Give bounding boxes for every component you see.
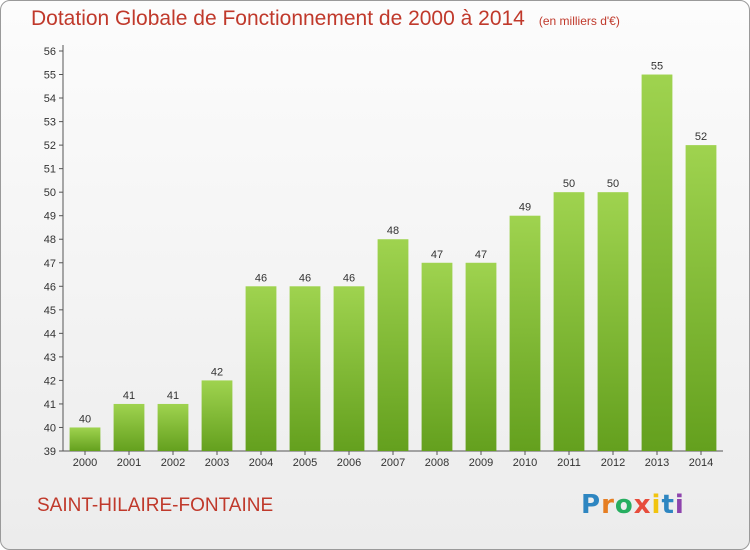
- bar: [201, 380, 233, 451]
- y-tick-label: 43: [44, 352, 56, 364]
- y-tick-label: 55: [44, 70, 56, 82]
- bar: [685, 145, 717, 451]
- x-tick-label: 2012: [601, 457, 625, 469]
- logo-letter: P: [581, 490, 602, 520]
- x-tick-label: 2005: [293, 457, 317, 469]
- logo-letter: i: [651, 490, 662, 520]
- data-label: 55: [651, 61, 663, 73]
- y-tick-label: 42: [44, 375, 56, 387]
- x-tick-label: 2014: [689, 457, 713, 469]
- bar: [465, 262, 497, 451]
- bar: [377, 239, 409, 451]
- x-tick-label: 2010: [513, 457, 537, 469]
- chart-title-text: Dotation Globale de Fonctionnement de 20…: [31, 7, 525, 30]
- x-tick-label: 2006: [337, 457, 361, 469]
- y-tick-label: 50: [44, 187, 56, 199]
- x-tick-label: 2009: [469, 457, 493, 469]
- data-label: 48: [387, 225, 399, 237]
- y-tick-label: 46: [44, 281, 56, 293]
- bar: [509, 215, 541, 451]
- bar: [289, 286, 321, 451]
- logo-letter: t: [661, 490, 675, 520]
- logo-letter: i: [674, 490, 685, 520]
- bars: [69, 74, 717, 452]
- x-tick-label: 2000: [73, 457, 97, 469]
- x-tick-label: 2002: [161, 457, 185, 469]
- data-label: 46: [255, 272, 267, 284]
- value-labels: 40 41 41 42 46 46 46 48 47 47 49 50 50 55 52: [79, 61, 707, 426]
- data-label: 47: [475, 249, 487, 261]
- logo-letter: o: [614, 490, 634, 520]
- bar: [113, 403, 145, 451]
- y-tick-label: 47: [44, 258, 56, 270]
- chart-title: Dotation Globale de Fonctionnement de 20…: [31, 7, 620, 31]
- x-tick-label: 2011: [557, 457, 581, 469]
- y-tick-label: 49: [44, 211, 56, 223]
- data-label: 41: [167, 390, 179, 402]
- y-tick-label: 52: [44, 140, 56, 152]
- data-label: 40: [79, 413, 91, 425]
- data-label: 42: [211, 366, 223, 378]
- bar: [641, 74, 673, 451]
- y-tick-label: 45: [44, 305, 56, 317]
- y-tick-label: 54: [44, 93, 56, 105]
- data-label: 52: [695, 131, 707, 143]
- chart-subtitle: (en milliers d'€): [538, 14, 620, 28]
- y-tick-label: 51: [44, 164, 56, 176]
- data-label: 46: [343, 272, 355, 284]
- data-label: 41: [123, 390, 135, 402]
- data-label: 49: [519, 202, 531, 214]
- y-tick-label: 56: [44, 46, 56, 58]
- data-label: 50: [607, 178, 619, 190]
- y-tick-label: 41: [44, 399, 56, 411]
- proxiti-logo[interactable]: Proxiti: [581, 490, 685, 520]
- bar: [333, 286, 365, 451]
- y-tick-label: 39: [44, 446, 56, 458]
- x-tick-label: 2008: [425, 457, 449, 469]
- x-tick-label: 2013: [645, 457, 669, 469]
- logo-letter: r: [601, 490, 615, 520]
- bar: [69, 427, 101, 451]
- bar: [553, 192, 585, 452]
- bar: [421, 262, 453, 451]
- x-tick-label: 2007: [381, 457, 405, 469]
- data-label: 46: [299, 272, 311, 284]
- x-tick-label: 2001: [117, 457, 141, 469]
- y-tick-label: 44: [44, 328, 56, 340]
- bar: [245, 286, 277, 451]
- data-label: 47: [431, 249, 443, 261]
- y-tick-label: 48: [44, 234, 56, 246]
- x-tick-label: 2003: [205, 457, 229, 469]
- x-tick-label: 2004: [249, 457, 273, 469]
- bar: [597, 192, 629, 452]
- data-label: 50: [563, 178, 575, 190]
- commune-name: SAINT-HILAIRE-FONTAINE: [37, 495, 274, 516]
- bar: [157, 403, 189, 451]
- y-tick-label: 40: [44, 422, 56, 434]
- logo-letter: x: [633, 490, 652, 520]
- y-tick-label: 53: [44, 117, 56, 129]
